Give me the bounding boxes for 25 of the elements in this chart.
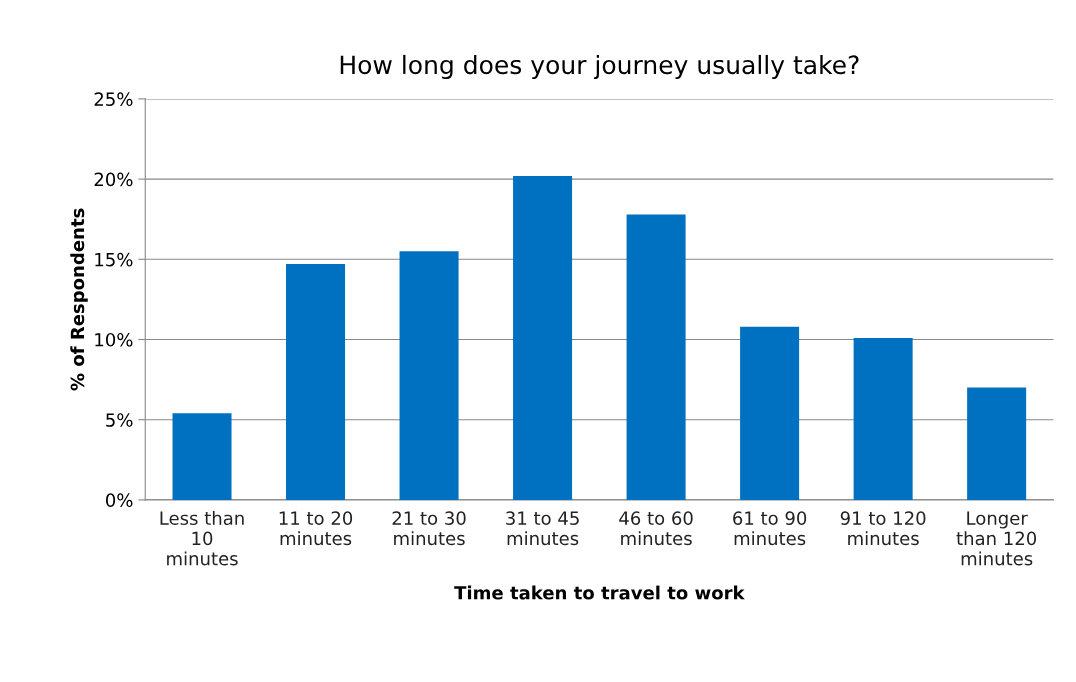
y-tick-label: 20% (94, 172, 133, 187)
x-axis-title: Time taken to travel to work (454, 585, 745, 600)
bar (286, 264, 346, 500)
x-tick-label: Longer than 120 minutes (956, 511, 1037, 566)
bar (399, 251, 459, 500)
x-tick-label: 21 to 30 minutes (392, 511, 466, 546)
bar (967, 387, 1027, 500)
x-tick-label: 11 to 20 minutes (279, 511, 353, 546)
x-tick-label: 31 to 45 minutes (506, 511, 579, 546)
bar (626, 214, 686, 500)
y-tick-label: 5% (106, 413, 133, 427)
y-tick-label: 25% (94, 92, 133, 107)
x-tick-label: 91 to 120 minutes (840, 511, 926, 546)
x-tick-label: Less than 10 minutes (160, 511, 244, 566)
y-axis-title: % of Respondents (70, 208, 88, 391)
y-tick-label: 0% (106, 493, 133, 508)
x-tick-label: 46 to 60 minutes (619, 511, 693, 546)
bar (172, 413, 232, 500)
chart-title: How long does your journey usually take? (340, 54, 859, 80)
y-tick-label: 10% (95, 332, 133, 347)
y-tick-label: 15% (95, 252, 133, 267)
bar (740, 326, 800, 500)
bar (513, 175, 573, 500)
bar (853, 337, 913, 500)
x-tick-label: 61 to 90 minutes (733, 511, 807, 546)
